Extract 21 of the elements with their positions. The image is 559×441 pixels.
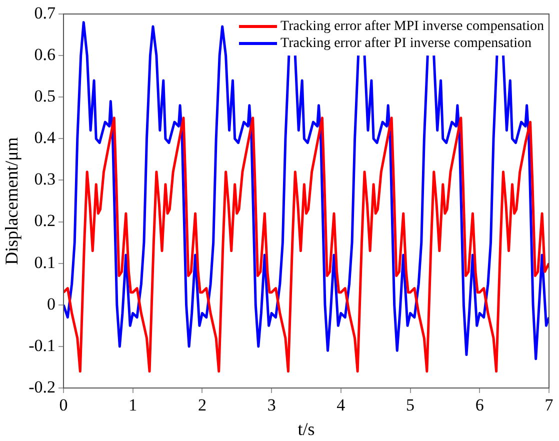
- y-tick-label: -0.1: [28, 336, 56, 355]
- y-axis-title: Displacement/μm: [2, 137, 22, 265]
- y-tick-label: 0: [47, 294, 56, 314]
- x-axis-title: t/s: [298, 418, 315, 439]
- x-tick-label: 4: [336, 396, 346, 415]
- y-tick-label: 0.1: [34, 252, 56, 272]
- x-tick-label: 7: [544, 396, 554, 415]
- y-tick-label: 0.2: [34, 211, 56, 230]
- legend-label: Tracking error after MPI inverse compensation: [280, 18, 544, 35]
- x-tick-label: 3: [267, 396, 276, 415]
- y-tick-label: 0.7: [34, 3, 56, 22]
- y-tick-label: -0.2: [28, 377, 56, 396]
- x-tick-label: 2: [198, 396, 206, 415]
- x-tick-label: 6: [475, 396, 484, 415]
- y-tick-label: 0.3: [34, 170, 56, 189]
- y-tick-label: 0.5: [34, 86, 56, 106]
- x-tick-label: 1: [128, 396, 138, 415]
- x-tick-label: 5: [406, 396, 415, 415]
- y-tick-label: 0.6: [34, 45, 56, 64]
- legend-label: Tracking error after PI inverse compensation: [280, 35, 532, 52]
- y-tick-label: 0.4: [34, 128, 56, 148]
